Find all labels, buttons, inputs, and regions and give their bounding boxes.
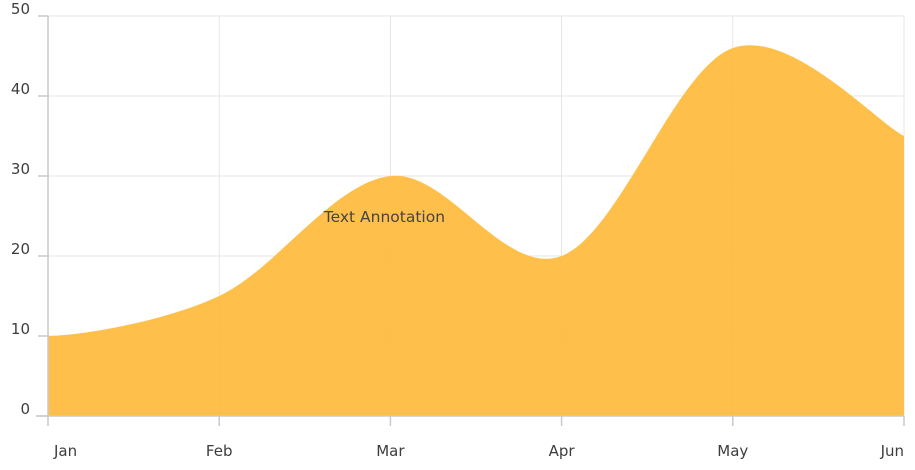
x-tick-label-may: May bbox=[717, 442, 748, 460]
y-tick-label-30: 30 bbox=[11, 160, 30, 178]
y-tick-label-10: 10 bbox=[11, 320, 30, 338]
x-tick-label-apr: Apr bbox=[549, 442, 576, 460]
axes bbox=[36, 15, 905, 426]
y-tick-label-20: 20 bbox=[11, 240, 30, 258]
series-area bbox=[48, 45, 904, 416]
x-tick-label-feb: Feb bbox=[206, 442, 233, 460]
x-tick-label-jun: Jun bbox=[880, 442, 904, 460]
annotations: Text Annotation bbox=[323, 208, 445, 226]
area-series bbox=[48, 45, 904, 416]
y-tick-label-0: 0 bbox=[20, 400, 30, 418]
y-tick-label-40: 40 bbox=[11, 80, 30, 98]
text-annotation: Text Annotation bbox=[323, 208, 445, 226]
tick-labels: 0 10 20 30 40 50 Jan Feb Mar Apr May Jun bbox=[11, 0, 904, 460]
x-tick-label-jan: Jan bbox=[53, 442, 77, 460]
x-tick-label-mar: Mar bbox=[376, 442, 405, 460]
y-tick-label-50: 50 bbox=[11, 0, 30, 18]
